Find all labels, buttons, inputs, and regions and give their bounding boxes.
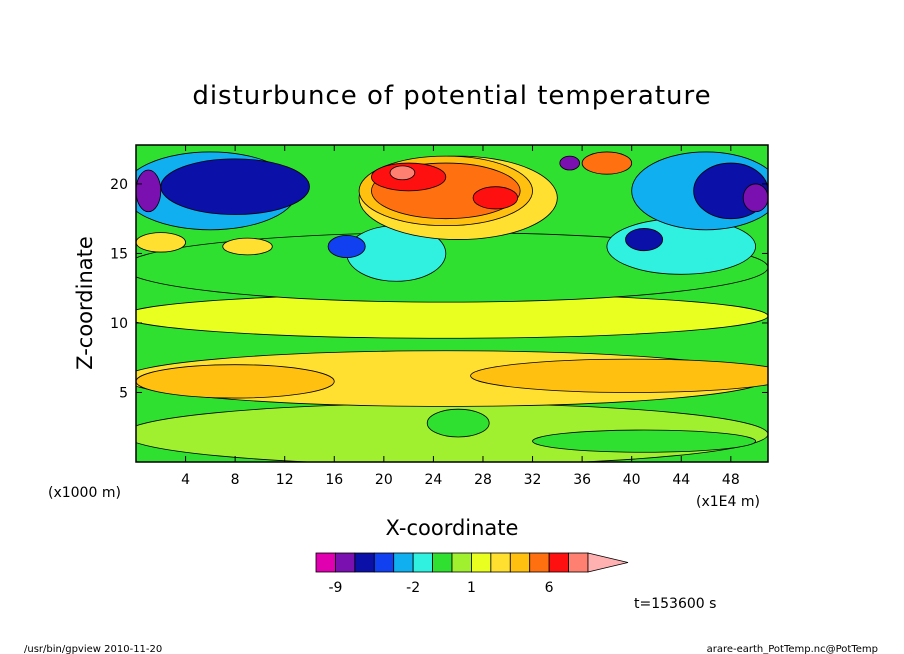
contour-regions [136,151,768,462]
x-tick-label: 8 [231,472,240,488]
colorbar-segment [335,552,356,573]
contour-region [470,358,768,393]
y-tick-label: 5 [119,385,128,401]
x-tick-label: 24 [424,472,442,488]
footer-right: arare-earth_PotTemp.nc@PotTemp [707,644,878,654]
colorbar-segment [548,552,569,573]
colorbar-segment [451,552,472,573]
colorbar-segment [393,552,414,573]
footer-left: /usr/bin/gpview 2010-11-20 [24,644,162,654]
x-tick-label: 20 [375,472,393,488]
contour-region [136,232,186,253]
colorbar-segment [529,552,550,573]
x-tick-label: 4 [181,472,190,488]
x-tick-label: 32 [524,472,542,488]
colorbar-segment [315,552,336,573]
y-axis-ticks: 5 10 15 20 [110,177,768,401]
contour-region [136,364,335,399]
colorbar-arrow [587,552,629,573]
contour-region [559,155,581,171]
colorbar-label: 6 [545,580,554,596]
contour-region [532,429,757,453]
colorbar-labels: -9 -2 1 6 [328,580,553,596]
colorbar-segment [412,552,433,573]
y-tick-label: 15 [110,246,128,262]
contour-region [472,186,519,210]
x-tick-label: 36 [573,472,591,488]
colorbar-label: 1 [467,580,476,596]
colorbar-segment [568,552,589,573]
colorbar-segment [373,552,395,573]
colorbar [315,552,629,573]
y-axis-label: Z-coordinate [73,236,97,370]
time-label: t=153600 s [634,596,716,612]
x-tick-label: 12 [276,472,294,488]
x-unit-left: (x1000 m) [48,485,121,501]
colorbar-segment [354,552,375,573]
x-tick-label: 44 [672,472,690,488]
colorbar-label: -2 [406,580,420,596]
x-axis-label: X-coordinate [386,516,519,540]
colorbar-segment [509,552,531,573]
x-tick-label: 40 [623,472,641,488]
contour-region [222,237,273,256]
x-axis-ticks: 4 8 12 16 20 24 28 32 36 40 44 48 [181,145,740,488]
x-unit-right: (x1E4 m) [696,494,760,510]
contour-region [581,151,633,175]
y-tick-label: 10 [110,316,128,332]
colorbar-segment [471,552,492,573]
contour-region [160,158,310,215]
contour-region [742,183,768,213]
colorbar-label: -9 [328,580,342,596]
x-tick-label: 28 [474,472,492,488]
x-tick-label: 16 [325,472,343,488]
y-tick-label: 20 [110,177,128,193]
contour-region [389,165,416,181]
plot-frame [135,144,769,463]
colorbar-segment [432,552,453,573]
contour-region [625,228,664,252]
chart-title: disturbunce of potential temperature [192,81,711,111]
contour-region [136,169,162,213]
contour-region [327,234,366,259]
colorbar-segment [490,552,511,573]
contour-region [426,408,490,438]
x-tick-label: 48 [722,472,740,488]
